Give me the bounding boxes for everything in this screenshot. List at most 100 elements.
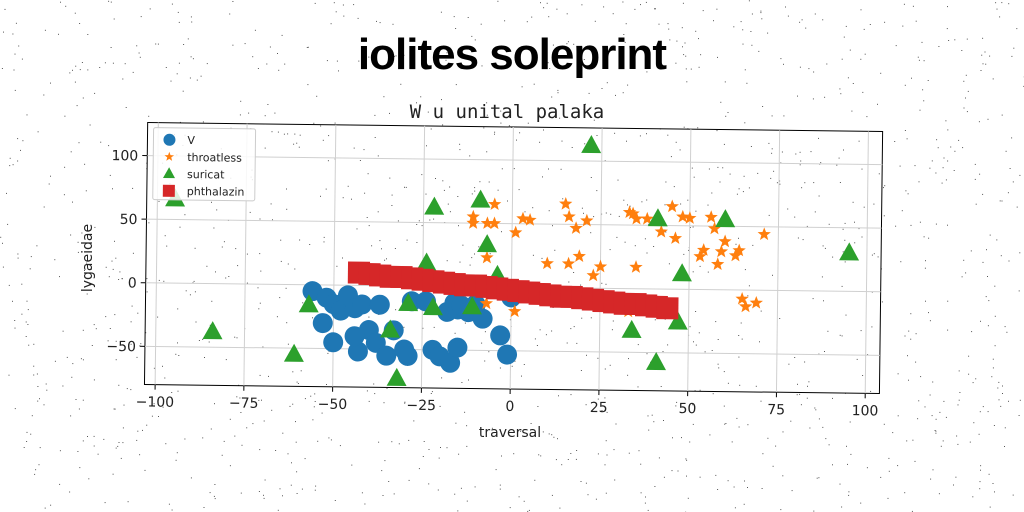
data-point bbox=[490, 325, 511, 346]
data-point bbox=[757, 227, 771, 241]
y-tick-label: −50 bbox=[106, 339, 136, 355]
data-point bbox=[718, 234, 732, 248]
legend-marker bbox=[164, 151, 175, 161]
data-point bbox=[561, 256, 576, 270]
data-point bbox=[693, 249, 707, 263]
plot-area: −100 −75 −50 −25 0 25 50 75 100 −50 0 50 100 Vthroat… bbox=[106, 122, 884, 419]
series-suricat bbox=[165, 134, 860, 387]
x-tick-label: 75 bbox=[767, 402, 785, 418]
x-tick-label: 0 bbox=[505, 399, 514, 415]
series-phthalazin bbox=[347, 261, 679, 320]
data-point bbox=[732, 243, 746, 257]
data-point bbox=[352, 294, 373, 315]
data-point bbox=[629, 260, 643, 273]
x-gridline bbox=[598, 128, 603, 391]
data-point bbox=[476, 234, 497, 253]
data-point bbox=[202, 321, 223, 340]
data-point bbox=[735, 292, 749, 305]
data-point bbox=[480, 216, 494, 230]
data-point bbox=[640, 211, 654, 225]
data-point bbox=[479, 296, 494, 310]
data-point bbox=[344, 326, 365, 347]
ticks: −100 −75 −50 −25 0 25 50 75 100 −50 0 50 100 bbox=[106, 148, 879, 419]
chart-title: W u unital palaka bbox=[410, 101, 604, 123]
data-point bbox=[422, 297, 443, 316]
x-gridline bbox=[775, 130, 781, 393]
data-point bbox=[569, 221, 583, 234]
legend-label: V bbox=[187, 134, 195, 147]
data-point bbox=[488, 197, 502, 211]
x-axis-title: traversal bbox=[479, 425, 541, 441]
data-point bbox=[715, 209, 736, 228]
data-point bbox=[447, 337, 468, 358]
data-point bbox=[629, 211, 644, 225]
y-tick-label: 0 bbox=[128, 276, 137, 292]
y-axis-title: lygaeidae bbox=[80, 224, 96, 292]
y-tick-label: 50 bbox=[120, 212, 138, 228]
data-point bbox=[676, 209, 690, 223]
data-point bbox=[283, 343, 304, 362]
x-gridline bbox=[864, 131, 869, 394]
series-throatless bbox=[466, 196, 771, 318]
data-point bbox=[540, 256, 554, 270]
data-point bbox=[398, 292, 419, 312]
data-point bbox=[586, 268, 600, 282]
data-point bbox=[298, 294, 319, 313]
data-point bbox=[312, 313, 333, 334]
x-tick-label: −100 bbox=[136, 394, 175, 410]
data-point bbox=[380, 319, 401, 338]
data-point bbox=[470, 189, 491, 208]
data-point bbox=[580, 213, 594, 227]
data-point bbox=[508, 225, 523, 239]
legend-marker bbox=[162, 184, 175, 197]
y-tick-label: 100 bbox=[111, 148, 138, 164]
data-point bbox=[593, 259, 608, 273]
y-gridline bbox=[147, 155, 883, 166]
data-point bbox=[369, 294, 390, 315]
data-point bbox=[626, 206, 640, 220]
data-point bbox=[839, 242, 860, 261]
data-point bbox=[667, 311, 688, 330]
data-point bbox=[440, 352, 461, 373]
legend-label: suricat bbox=[187, 168, 225, 181]
x-gridline bbox=[420, 125, 426, 388]
data-point bbox=[487, 216, 502, 230]
data-point bbox=[704, 210, 718, 223]
x-tick-label: −75 bbox=[229, 396, 259, 412]
data-point bbox=[696, 243, 711, 256]
data-point bbox=[671, 263, 692, 282]
data-point bbox=[738, 299, 753, 313]
data-point bbox=[654, 224, 668, 238]
data-point bbox=[572, 249, 586, 262]
data-point bbox=[424, 196, 445, 215]
x-tick-label: 100 bbox=[852, 403, 879, 419]
x-tick-label: −50 bbox=[318, 397, 348, 413]
data-point bbox=[466, 216, 480, 229]
data-point bbox=[416, 252, 437, 271]
legend-label: phthalazin bbox=[187, 185, 245, 199]
x-tick-label: 50 bbox=[678, 401, 696, 417]
data-point bbox=[523, 213, 537, 226]
data-point bbox=[749, 295, 763, 309]
x-tick-label: −25 bbox=[406, 398, 436, 414]
data-point bbox=[581, 134, 602, 154]
data-point bbox=[621, 319, 642, 338]
data-point bbox=[683, 211, 697, 224]
data-point bbox=[711, 257, 725, 271]
data-marks bbox=[165, 134, 860, 387]
data-point bbox=[714, 244, 729, 258]
data-point bbox=[645, 351, 666, 371]
legend-box bbox=[152, 127, 257, 202]
data-point bbox=[480, 250, 494, 264]
data-point bbox=[668, 231, 683, 245]
data-point bbox=[647, 208, 668, 227]
headline: iolites soleprint bbox=[357, 30, 667, 79]
y-gridline bbox=[146, 218, 882, 229]
data-point bbox=[665, 199, 679, 213]
data-point bbox=[323, 332, 344, 353]
data-point bbox=[397, 345, 418, 366]
x-tick-label: 25 bbox=[590, 400, 608, 416]
data-point bbox=[559, 196, 573, 210]
